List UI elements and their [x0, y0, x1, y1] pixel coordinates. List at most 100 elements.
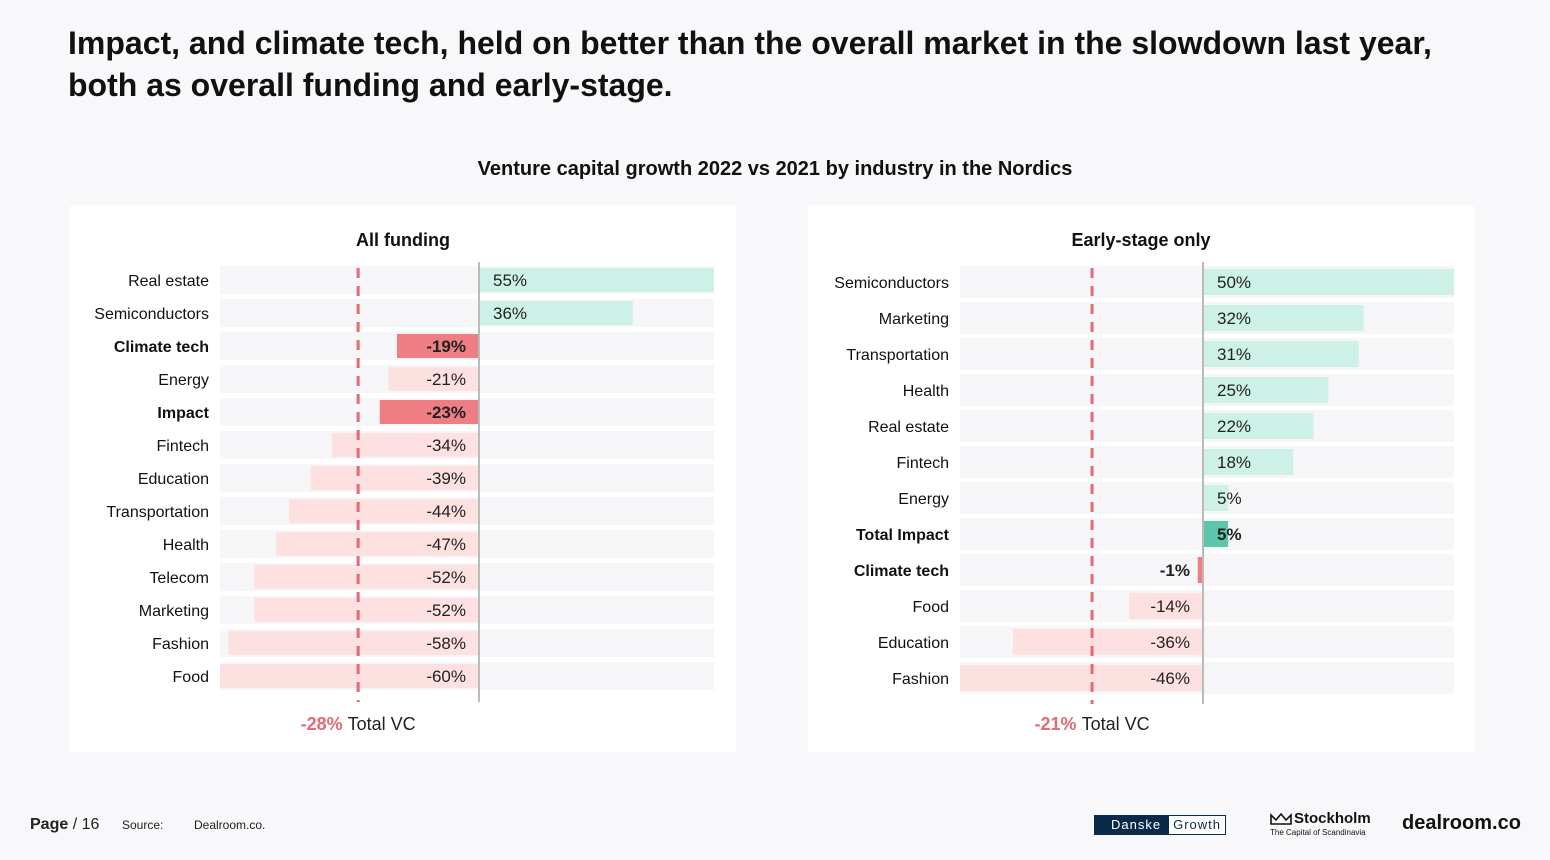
stockholm-tagline: The Capital of Scandinavia: [1270, 828, 1366, 837]
row-background: [960, 554, 1454, 586]
category-label: Climate tech: [854, 563, 949, 580]
row-background: [220, 299, 714, 327]
category-label: Education: [878, 635, 949, 652]
page-number: / 16: [72, 816, 100, 833]
crown-icon: [1270, 812, 1292, 825]
bar: [479, 301, 633, 325]
data-label: 5%: [1217, 489, 1242, 508]
data-label: -1%: [1160, 561, 1190, 580]
category-label: Fashion: [152, 636, 209, 653]
category-label: Climate tech: [114, 339, 209, 356]
data-label: -23%: [426, 403, 466, 422]
page-label: Page: [30, 816, 69, 833]
bar: [276, 532, 479, 556]
category-label: Fintech: [897, 455, 949, 472]
panel-title: All funding: [356, 230, 450, 250]
stockholm-logo-text: Stockholm: [1294, 810, 1371, 827]
category-label: Impact: [157, 405, 209, 422]
row-background: [960, 590, 1454, 622]
data-label: -36%: [1150, 633, 1190, 652]
bar: [388, 367, 479, 391]
bar: [1203, 413, 1314, 439]
chart-rows: Semiconductors 50% Marketing 32% Transportat…: [834, 266, 1454, 694]
total-vc-text: Total VC: [1082, 714, 1150, 734]
bar: [1203, 521, 1229, 547]
bar: [1203, 305, 1364, 331]
danske-logo-text: Danske: [1095, 816, 1170, 834]
panel-title: Early-stage only: [1071, 230, 1211, 250]
category-label: Food: [173, 669, 209, 686]
data-label: 5%: [1217, 525, 1242, 544]
bar: [1129, 593, 1203, 619]
total-vc-value: -28%: [301, 714, 343, 734]
data-label: 32%: [1217, 309, 1251, 328]
bar: [289, 499, 479, 523]
data-label: 55%: [493, 271, 527, 290]
chart-early-stage: Semiconductors 50% Marketing 32% Transportat…: [834, 262, 1454, 734]
category-label: Semiconductors: [94, 306, 209, 323]
danske-growth-logo: Danske Growth: [1094, 815, 1226, 835]
growth-logo-text: Growth: [1169, 816, 1225, 834]
category-label: Transportation: [846, 347, 949, 364]
bar: [1197, 557, 1203, 583]
data-label: 36%: [493, 304, 527, 323]
footer: Page / 16 Source: Dealroom.co. Danske Gr…: [0, 810, 1550, 850]
source-value: Dealroom.co.: [194, 818, 266, 832]
category-label: Energy: [158, 372, 209, 389]
category-label: Total Impact: [856, 527, 950, 544]
bar: [1203, 269, 1454, 295]
category-label: Semiconductors: [834, 275, 949, 292]
bar: [228, 631, 479, 655]
data-label: -47%: [426, 535, 466, 554]
category-label: Marketing: [879, 311, 949, 328]
category-label: Health: [163, 537, 209, 554]
data-label: -58%: [426, 634, 466, 653]
total-vc-value: -21%: [1035, 714, 1077, 734]
panel-all-funding: All funding Real estate 55% Semiconductors…: [70, 206, 736, 752]
source-label: Source:: [122, 818, 164, 832]
category-label: Real estate: [868, 419, 949, 436]
data-label: 18%: [1217, 453, 1251, 472]
data-label: 50%: [1217, 273, 1251, 292]
page-indicator: Page / 16: [30, 816, 99, 834]
category-label: Transportation: [106, 504, 209, 521]
bar: [1012, 629, 1203, 655]
data-label: -52%: [426, 601, 466, 620]
bar: [310, 466, 479, 490]
dealroom-logo: dealroom.co: [1402, 812, 1521, 834]
bar: [1203, 377, 1329, 403]
data-label: -39%: [426, 469, 466, 488]
bar: [396, 334, 479, 358]
total-vc-text: Total VC: [348, 714, 416, 734]
category-label: Telecom: [149, 570, 209, 587]
panel-early-stage: Early-stage only Semiconductors 50% Market…: [808, 206, 1474, 752]
bar: [1203, 485, 1229, 511]
category-label: Health: [903, 383, 949, 400]
chart-rows: Real estate 55% Semiconductors 36% Climate t…: [94, 266, 714, 690]
headline: Impact, and climate tech, held on better…: [68, 25, 1432, 103]
data-label: -34%: [426, 436, 466, 455]
total-vc-label: -28% Total VC: [301, 714, 416, 734]
data-label: 25%: [1217, 381, 1251, 400]
data-label: -19%: [426, 337, 466, 356]
bar: [1203, 341, 1359, 367]
bar: [254, 565, 479, 589]
data-label: 22%: [1217, 417, 1251, 436]
bar: [479, 268, 714, 292]
bar: [254, 598, 479, 622]
data-label: -60%: [426, 667, 466, 686]
category-label: Marketing: [139, 603, 209, 620]
data-label: -44%: [426, 502, 466, 521]
chart-subtitle: Venture capital growth 2022 vs 2021 by i…: [477, 158, 1073, 180]
data-label: -46%: [1150, 669, 1190, 688]
category-label: Fintech: [157, 438, 209, 455]
chart-all-funding: Real estate 55% Semiconductors 36% Climate t…: [94, 262, 714, 734]
bar: [220, 664, 479, 688]
data-label: -14%: [1150, 597, 1190, 616]
category-label: Fashion: [892, 671, 949, 688]
category-label: Energy: [898, 491, 949, 508]
category-label: Real estate: [128, 273, 209, 290]
stockholm-logo: Stockholm The Capital of Scandinavia: [1270, 810, 1380, 837]
data-label: 31%: [1217, 345, 1251, 364]
total-vc-label: -21% Total VC: [1035, 714, 1150, 734]
